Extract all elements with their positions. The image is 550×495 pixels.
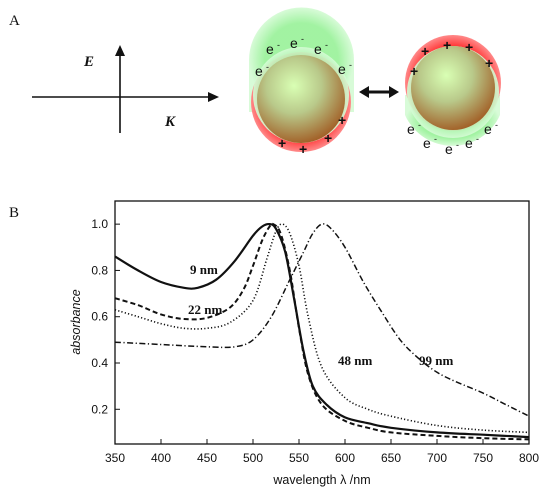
x-tick-label: 550	[289, 451, 309, 465]
spectra	[114, 222, 530, 441]
x-tick-label: 600	[335, 451, 355, 465]
x-axis-title: wavelength λ /nm	[272, 473, 370, 487]
panel-a-label: A	[9, 13, 20, 29]
nanoparticle-left: e - e - e - e - e - + + + +	[249, 7, 354, 157]
svg-text:-: -	[476, 134, 479, 144]
svg-text:-: -	[456, 140, 459, 150]
label-22nm: 22 nm	[188, 302, 222, 317]
series-line-1	[114, 222, 530, 439]
label-9nm: 9 nm	[190, 262, 218, 277]
svg-text:-: -	[301, 34, 304, 44]
y-tick-label: 0.6	[91, 310, 108, 324]
electron-labels-left: e - e - e - e - e -	[255, 34, 352, 79]
particle-core-left	[257, 55, 345, 143]
positive-charge-label: +	[443, 37, 451, 53]
positive-charge-label: +	[338, 112, 346, 128]
nanoparticle-right: + + + + + e - e - e - e - e -	[405, 35, 501, 157]
oscillation-arrow	[359, 86, 399, 98]
x-tick-label: 350	[105, 451, 125, 465]
svg-text:-: -	[434, 134, 437, 144]
x-tick-label: 500	[243, 451, 263, 465]
arrow-right-icon	[389, 86, 399, 98]
electron-label: e	[255, 63, 263, 79]
positive-charge-label: +	[421, 43, 429, 59]
series-line-3	[114, 223, 530, 434]
positive-charge-label: +	[485, 55, 493, 71]
electron-label: e	[423, 135, 431, 151]
electron-label: e	[266, 41, 274, 57]
positive-charge-label: +	[410, 63, 418, 79]
svg-text:-: -	[277, 40, 280, 50]
label-99nm: 99 nm	[419, 353, 453, 368]
field-axes: E K	[32, 45, 219, 133]
electron-label: e	[338, 61, 346, 77]
k-vector-label: K	[164, 114, 176, 130]
positive-labels-left: + + + +	[278, 112, 346, 157]
panel-b: B 350 400 450 500 550 600 650 700 750 800 0.20.40…	[9, 200, 539, 487]
arrow-left-icon	[359, 86, 369, 98]
svg-text:-: -	[325, 40, 328, 50]
electron-label: e	[290, 35, 298, 51]
electron-label: e	[407, 121, 415, 137]
svg-text:-: -	[266, 62, 269, 72]
y-tick-label: 0.8	[91, 263, 108, 277]
electron-label: e	[445, 141, 453, 157]
e-field-label: E	[83, 54, 94, 70]
electron-label: e	[314, 41, 322, 57]
e-arrowhead-icon	[115, 45, 125, 56]
y-axis: 0.2 0.4 0.6 0.8 1.0	[91, 217, 120, 416]
electron-label: e	[465, 135, 473, 151]
panel-b-label: B	[9, 205, 19, 221]
x-tick-label: 750	[473, 451, 493, 465]
electron-label: e	[484, 121, 492, 137]
series-line-2	[114, 222, 530, 441]
k-arrowhead-icon	[208, 92, 219, 102]
positive-charge-label: +	[278, 135, 286, 151]
x-tick-label: 650	[381, 451, 401, 465]
positive-charge-label: +	[465, 39, 473, 55]
x-axis: 350 400 450 500 550 600 650 700 750 800	[105, 439, 539, 465]
particle-core-right	[411, 46, 495, 130]
y-tick-label: 1.0	[91, 217, 108, 231]
series-line-4	[114, 223, 530, 417]
positive-charge-label: +	[324, 130, 332, 146]
y-tick-label: 0.4	[91, 356, 108, 370]
x-tick-label: 450	[197, 451, 217, 465]
plot-frame	[114, 200, 530, 445]
x-tick-label: 800	[519, 451, 539, 465]
x-tick-label: 400	[151, 451, 171, 465]
label-48nm: 48 nm	[338, 353, 372, 368]
x-tick-label: 700	[427, 451, 447, 465]
svg-text:-: -	[418, 120, 421, 130]
positive-charge-label: +	[299, 141, 307, 157]
svg-text:-: -	[495, 120, 498, 130]
electron-labels-right: e - e - e - e - e -	[407, 120, 498, 157]
panel-a: A E K e - e - e - e - e	[9, 7, 501, 157]
positive-labels-right: + + + + +	[410, 37, 493, 79]
svg-text:-: -	[349, 60, 352, 70]
y-axis-title: absorbance	[69, 289, 83, 354]
y-tick-label: 0.2	[91, 402, 108, 416]
